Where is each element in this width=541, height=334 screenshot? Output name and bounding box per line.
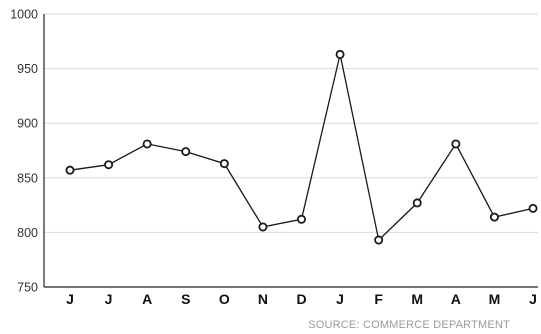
data-point	[528, 203, 538, 213]
data-point	[335, 49, 345, 59]
data-point	[65, 165, 75, 175]
x-tick-label: S	[181, 291, 190, 307]
x-tick-label: F	[374, 291, 383, 307]
y-tick-label: 800	[17, 226, 38, 240]
data-point	[142, 139, 152, 149]
y-tick-label: 900	[17, 117, 38, 131]
gridlines	[44, 13, 538, 233]
x-tick-label: A	[142, 291, 152, 307]
y-tick-label: 850	[17, 171, 38, 185]
data-point	[451, 139, 461, 149]
source-note: SOURCE: COMMERCE DEPARTMENT	[308, 319, 510, 331]
data-points	[65, 49, 538, 245]
x-tick-label: O	[219, 291, 230, 307]
y-axis-tick-labels: 750 800 850 900 950 1000	[10, 8, 38, 295]
y-tick-label: 950	[17, 62, 38, 76]
x-tick-label: J	[336, 291, 344, 307]
data-point	[219, 159, 229, 169]
x-tick-label: J	[66, 291, 74, 307]
data-point	[258, 222, 268, 232]
x-tick-label: D	[296, 291, 306, 307]
x-tick-label: N	[258, 291, 268, 307]
x-tick-label: J	[529, 291, 537, 307]
data-point	[296, 214, 306, 224]
data-point	[412, 198, 422, 208]
x-tick-label: A	[451, 291, 461, 307]
x-tick-label: M	[411, 291, 423, 307]
y-tick-label: 1000	[10, 8, 38, 22]
data-point	[181, 147, 191, 157]
data-point	[104, 160, 114, 170]
x-tick-label: M	[489, 291, 501, 307]
data-point	[489, 212, 499, 222]
y-tick-label: 750	[17, 281, 38, 295]
x-tick-label: J	[105, 291, 113, 307]
series-line	[69, 54, 534, 242]
data-point	[374, 235, 384, 245]
